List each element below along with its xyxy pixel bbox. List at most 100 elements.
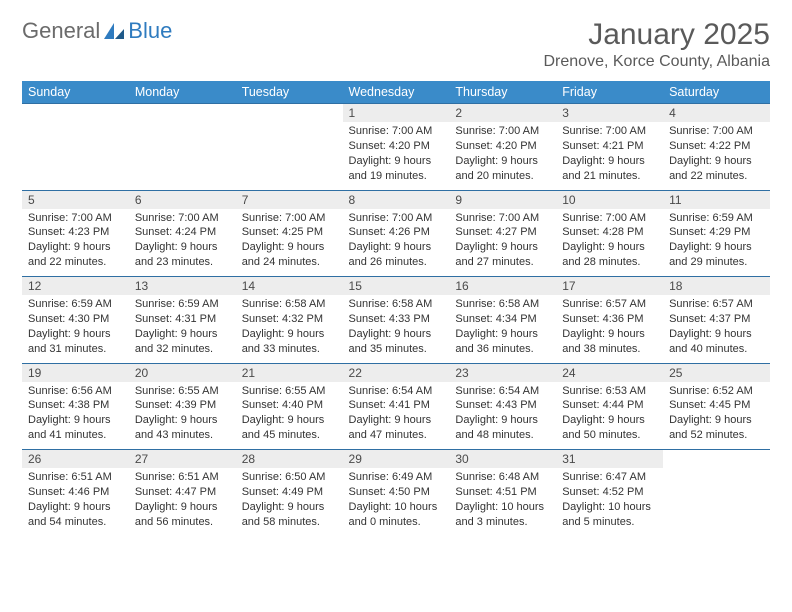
- day-details-cell: [236, 122, 343, 190]
- sunrise-line: Sunrise: 6:54 AM: [455, 384, 550, 399]
- daylight-line-1: Daylight: 10 hours: [562, 500, 657, 515]
- sunrise-line: Sunrise: 7:00 AM: [242, 211, 337, 226]
- day-number-cell: 26: [22, 450, 129, 469]
- day-details-cell: Sunrise: 6:58 AMSunset: 4:34 PMDaylight:…: [449, 295, 556, 363]
- day-details-cell: Sunrise: 6:57 AMSunset: 4:37 PMDaylight:…: [663, 295, 770, 363]
- daylight-line-1: Daylight: 9 hours: [242, 500, 337, 515]
- day-number-row: 19202122232425: [22, 363, 770, 382]
- day-number-row: 12131415161718: [22, 277, 770, 296]
- daylight-line-1: Daylight: 9 hours: [562, 413, 657, 428]
- daylight-line-2: and 22 minutes.: [669, 169, 764, 184]
- logo-text-general: General: [22, 18, 100, 44]
- day-details-cell: Sunrise: 7:00 AMSunset: 4:22 PMDaylight:…: [663, 122, 770, 190]
- sunrise-line: Sunrise: 6:58 AM: [455, 297, 550, 312]
- sunset-line: Sunset: 4:41 PM: [349, 398, 444, 413]
- daylight-line-2: and 35 minutes.: [349, 342, 444, 357]
- day-number-cell: 12: [22, 277, 129, 296]
- sunset-line: Sunset: 4:43 PM: [455, 398, 550, 413]
- sunrise-line: Sunrise: 6:54 AM: [349, 384, 444, 399]
- weekday-header: Saturday: [663, 81, 770, 104]
- day-number-cell: 20: [129, 363, 236, 382]
- daylight-line-2: and 33 minutes.: [242, 342, 337, 357]
- daylight-line-2: and 52 minutes.: [669, 428, 764, 443]
- day-number-row: 262728293031: [22, 450, 770, 469]
- day-details-cell: Sunrise: 7:00 AMSunset: 4:27 PMDaylight:…: [449, 209, 556, 277]
- daylight-line-2: and 45 minutes.: [242, 428, 337, 443]
- weekday-header: Wednesday: [343, 81, 450, 104]
- sunset-line: Sunset: 4:49 PM: [242, 485, 337, 500]
- day-number-cell: 25: [663, 363, 770, 382]
- daylight-line-2: and 19 minutes.: [349, 169, 444, 184]
- day-number-cell: [22, 104, 129, 123]
- day-number-cell: 16: [449, 277, 556, 296]
- daylight-line-1: Daylight: 9 hours: [669, 240, 764, 255]
- sunset-line: Sunset: 4:30 PM: [28, 312, 123, 327]
- sunrise-line: Sunrise: 6:57 AM: [562, 297, 657, 312]
- day-number-cell: 23: [449, 363, 556, 382]
- day-details-row: Sunrise: 6:56 AMSunset: 4:38 PMDaylight:…: [22, 382, 770, 450]
- daylight-line-1: Daylight: 9 hours: [455, 413, 550, 428]
- daylight-line-1: Daylight: 9 hours: [349, 327, 444, 342]
- daylight-line-1: Daylight: 9 hours: [562, 154, 657, 169]
- day-details-cell: Sunrise: 6:51 AMSunset: 4:46 PMDaylight:…: [22, 468, 129, 536]
- weekday-header: Tuesday: [236, 81, 343, 104]
- sunrise-line: Sunrise: 7:00 AM: [669, 124, 764, 139]
- weekday-header: Friday: [556, 81, 663, 104]
- sunset-line: Sunset: 4:38 PM: [28, 398, 123, 413]
- day-number-cell: 19: [22, 363, 129, 382]
- daylight-line-1: Daylight: 9 hours: [28, 413, 123, 428]
- sunset-line: Sunset: 4:24 PM: [135, 225, 230, 240]
- day-number-cell: 1: [343, 104, 450, 123]
- sunrise-line: Sunrise: 6:50 AM: [242, 470, 337, 485]
- day-details-cell: Sunrise: 6:59 AMSunset: 4:31 PMDaylight:…: [129, 295, 236, 363]
- daylight-line-1: Daylight: 9 hours: [455, 154, 550, 169]
- sunset-line: Sunset: 4:20 PM: [349, 139, 444, 154]
- sunset-line: Sunset: 4:32 PM: [242, 312, 337, 327]
- daylight-line-2: and 36 minutes.: [455, 342, 550, 357]
- daylight-line-2: and 47 minutes.: [349, 428, 444, 443]
- day-details-cell: Sunrise: 6:52 AMSunset: 4:45 PMDaylight:…: [663, 382, 770, 450]
- daylight-line-2: and 5 minutes.: [562, 515, 657, 530]
- day-details-cell: Sunrise: 7:00 AMSunset: 4:24 PMDaylight:…: [129, 209, 236, 277]
- month-title: January 2025: [544, 18, 771, 51]
- day-number-cell: 18: [663, 277, 770, 296]
- day-number-cell: 30: [449, 450, 556, 469]
- day-details-cell: Sunrise: 6:57 AMSunset: 4:36 PMDaylight:…: [556, 295, 663, 363]
- day-number-cell: 4: [663, 104, 770, 123]
- sunset-line: Sunset: 4:25 PM: [242, 225, 337, 240]
- daylight-line-2: and 23 minutes.: [135, 255, 230, 270]
- day-details-cell: Sunrise: 6:58 AMSunset: 4:32 PMDaylight:…: [236, 295, 343, 363]
- daylight-line-1: Daylight: 9 hours: [669, 413, 764, 428]
- day-number-cell: 31: [556, 450, 663, 469]
- weekday-header-row: SundayMondayTuesdayWednesdayThursdayFrid…: [22, 81, 770, 104]
- day-details-cell: Sunrise: 6:49 AMSunset: 4:50 PMDaylight:…: [343, 468, 450, 536]
- day-number-cell: 5: [22, 190, 129, 209]
- sunrise-line: Sunrise: 6:55 AM: [242, 384, 337, 399]
- day-details-cell: Sunrise: 7:00 AMSunset: 4:26 PMDaylight:…: [343, 209, 450, 277]
- sunset-line: Sunset: 4:40 PM: [242, 398, 337, 413]
- daylight-line-2: and 31 minutes.: [28, 342, 123, 357]
- day-details-cell: Sunrise: 6:54 AMSunset: 4:43 PMDaylight:…: [449, 382, 556, 450]
- day-number-cell: 3: [556, 104, 663, 123]
- sunset-line: Sunset: 4:22 PM: [669, 139, 764, 154]
- daylight-line-2: and 0 minutes.: [349, 515, 444, 530]
- day-number-cell: 13: [129, 277, 236, 296]
- daylight-line-1: Daylight: 9 hours: [28, 240, 123, 255]
- weekday-header: Sunday: [22, 81, 129, 104]
- day-number-cell: [129, 104, 236, 123]
- sunrise-line: Sunrise: 6:51 AM: [135, 470, 230, 485]
- day-details-cell: Sunrise: 6:55 AMSunset: 4:39 PMDaylight:…: [129, 382, 236, 450]
- day-details-cell: Sunrise: 6:55 AMSunset: 4:40 PMDaylight:…: [236, 382, 343, 450]
- daylight-line-2: and 20 minutes.: [455, 169, 550, 184]
- sunset-line: Sunset: 4:34 PM: [455, 312, 550, 327]
- title-block: January 2025 Drenove, Korce County, Alba…: [544, 18, 771, 71]
- sunset-line: Sunset: 4:28 PM: [562, 225, 657, 240]
- day-details-cell: Sunrise: 7:00 AMSunset: 4:28 PMDaylight:…: [556, 209, 663, 277]
- day-number-cell: [663, 450, 770, 469]
- day-details-cell: [663, 468, 770, 536]
- daylight-line-2: and 58 minutes.: [242, 515, 337, 530]
- sunrise-line: Sunrise: 7:00 AM: [28, 211, 123, 226]
- daylight-line-1: Daylight: 9 hours: [455, 240, 550, 255]
- day-number-cell: 8: [343, 190, 450, 209]
- weekday-header: Thursday: [449, 81, 556, 104]
